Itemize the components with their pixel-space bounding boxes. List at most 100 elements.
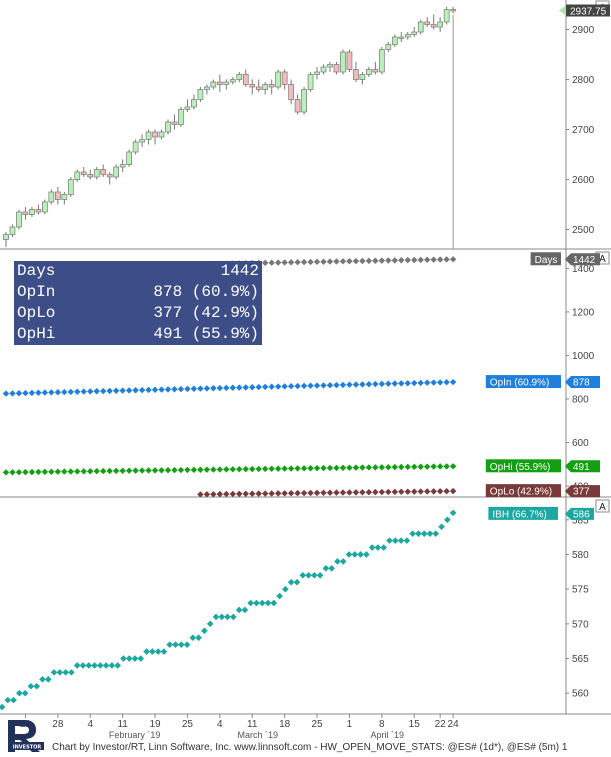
- candle-body: [450, 9, 456, 12]
- ibh-point: [282, 585, 289, 593]
- series-point-ophi: [436, 463, 444, 470]
- series-label-opin: OpIn (60.9%): [490, 378, 549, 389]
- candle-body: [29, 209, 35, 215]
- candle-body: [204, 86, 210, 90]
- candle-body: [152, 131, 158, 138]
- series-point-oplo: [391, 488, 398, 496]
- ibh-point: [195, 634, 202, 642]
- series-point-days: [281, 259, 288, 266]
- series-value-box: [565, 460, 600, 473]
- series-point-opin: [54, 389, 62, 396]
- series-point-opin: [177, 385, 185, 393]
- candle-body: [184, 106, 191, 110]
- date-tick-label: 24: [448, 719, 460, 730]
- ibh-point: [276, 592, 283, 600]
- ibh-point: [449, 509, 457, 517]
- ibh-point: [287, 578, 295, 586]
- series-label-box: [485, 484, 561, 498]
- series-point-ophi: [339, 464, 347, 472]
- series-point-oplo: [223, 490, 230, 498]
- series-point-days: [326, 258, 334, 265]
- candle-body: [48, 191, 55, 203]
- candle-body: [22, 211, 29, 215]
- ibh-point: [56, 669, 64, 676]
- series-label-oplo: OpLo (42.9%): [490, 487, 552, 498]
- date-tick-label: 11: [247, 719, 258, 730]
- series-point-opin: [242, 384, 249, 391]
- series-point-opin: [430, 379, 437, 386]
- series-point-oplo: [255, 490, 262, 497]
- series-value-opin: 878: [573, 378, 590, 389]
- date-tick-label: 22: [435, 719, 447, 730]
- series-point-days: [417, 256, 424, 264]
- series-point-ophi: [313, 464, 321, 472]
- ibh-point: [420, 530, 428, 537]
- series-point-ophi: [333, 464, 340, 472]
- series-point-opin: [281, 383, 288, 390]
- ibh-point: [426, 530, 434, 537]
- last-price-marker: [559, 5, 566, 16]
- series-point-oplo: [294, 489, 301, 497]
- stats-value: 491 (55.9%): [153, 325, 259, 343]
- ibh-panel: [0, 499, 565, 714]
- series-point-oplo: [229, 490, 236, 498]
- series-point-opin: [67, 388, 74, 396]
- candle-body: [320, 66, 327, 73]
- price-panel: [0, 0, 565, 249]
- series-point-opin: [365, 381, 373, 388]
- series-point-opin: [158, 386, 165, 393]
- ibh-point: [270, 599, 278, 607]
- series-point-days: [313, 258, 321, 266]
- series-point-ophi: [15, 469, 23, 476]
- candle-body: [80, 171, 87, 175]
- candle-body: [9, 226, 16, 235]
- ibh-point: [73, 662, 81, 669]
- series-point-ophi: [177, 466, 185, 474]
- candle-body: [242, 74, 249, 85]
- candle-body: [437, 21, 444, 28]
- price-tick-label: 2600: [572, 175, 595, 186]
- series-point-days: [391, 257, 398, 264]
- stats-tick-label: 800: [572, 395, 589, 406]
- footer-caption: Chart by Investor/RT, Linn Software, Inc…: [52, 742, 568, 753]
- series-point-days: [359, 257, 366, 265]
- candle-body: [307, 74, 314, 90]
- stats-tick-label: 1200: [572, 307, 595, 318]
- ibh-point: [177, 641, 185, 648]
- ibh-point: [218, 613, 226, 621]
- series-point-oplo: [411, 488, 418, 495]
- candle-body: [106, 174, 113, 178]
- series-point-days: [307, 258, 314, 266]
- ibh-point: [409, 530, 416, 537]
- series-point-opin: [197, 385, 204, 392]
- series-point-ophi: [132, 467, 139, 474]
- candle-body: [100, 169, 107, 175]
- series-point-ophi: [54, 468, 62, 475]
- series-point-ophi: [249, 465, 256, 473]
- series-point-ophi: [274, 465, 282, 472]
- series-point-days: [430, 256, 437, 263]
- series-point-ophi: [74, 468, 81, 475]
- ibh-point: [183, 641, 191, 648]
- date-tick-label: 15: [409, 719, 421, 730]
- ibh-point: [415, 530, 422, 537]
- series-point-opin: [352, 381, 360, 388]
- series-point-ophi: [346, 464, 353, 471]
- ibh-point: [230, 613, 237, 621]
- candle-body: [139, 139, 145, 143]
- price-tick-label: 2800: [572, 75, 595, 86]
- series-point-oplo: [313, 489, 321, 497]
- ibh-point: [299, 571, 307, 579]
- series-point-opin: [268, 383, 275, 390]
- series-point-ophi: [184, 466, 191, 474]
- series-value-oplo: 377: [573, 487, 590, 498]
- series-point-ophi: [236, 466, 243, 473]
- candle-body: [294, 99, 301, 113]
- series-point-opin: [398, 380, 405, 387]
- series-label-box: [485, 459, 561, 473]
- month-label: April `19: [371, 730, 405, 740]
- last-price-label: 2937.75: [570, 7, 607, 18]
- candle-body: [54, 191, 61, 200]
- month-label: March `19: [237, 730, 278, 740]
